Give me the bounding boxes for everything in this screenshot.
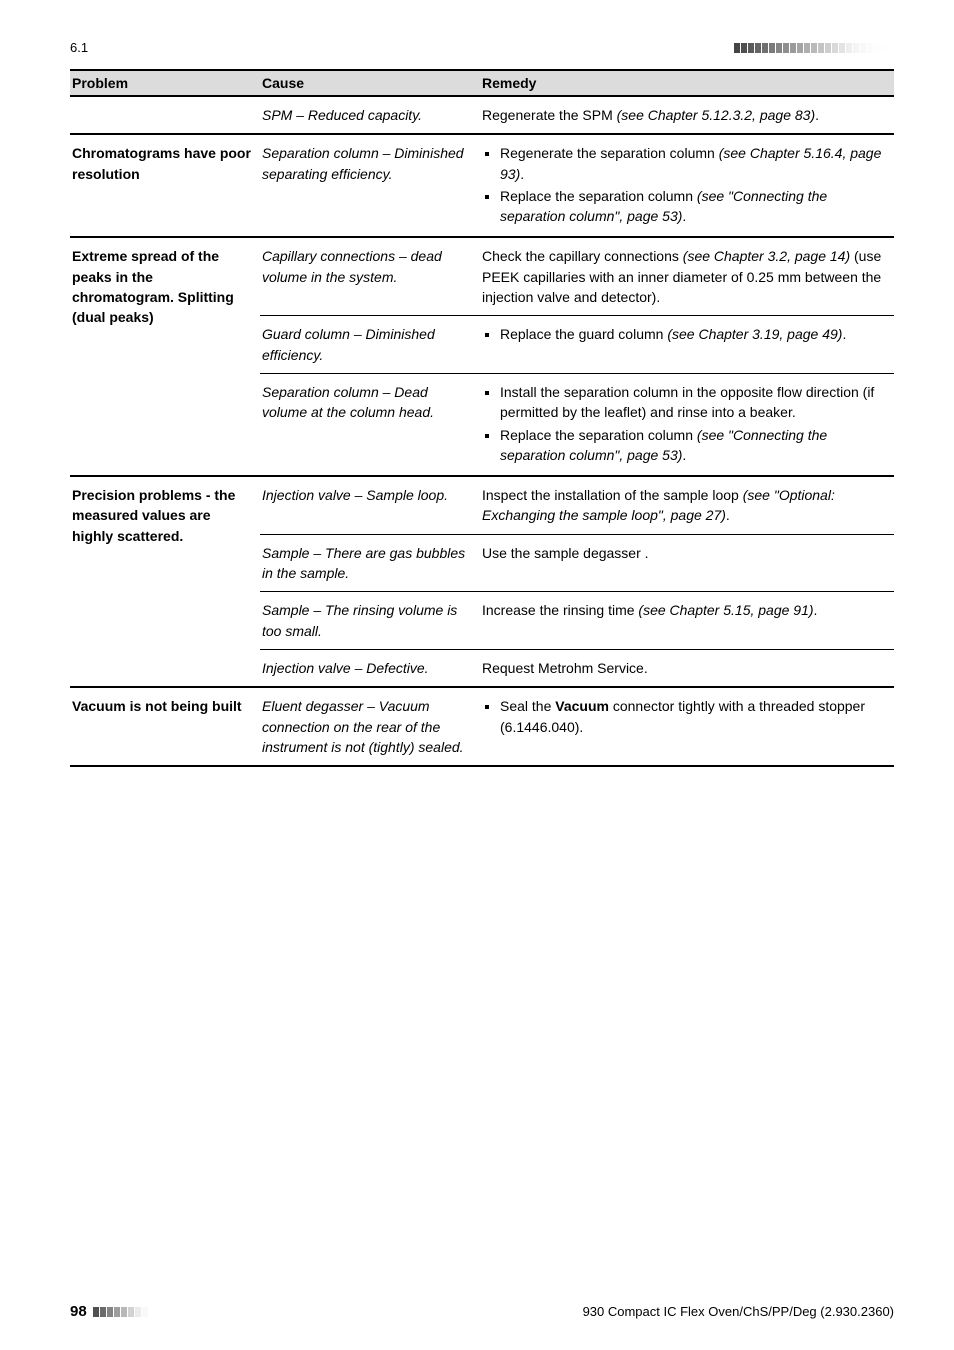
col-header-remedy: Remedy <box>480 70 894 96</box>
cause-cell: SPM – Reduced capacity. <box>260 96 480 134</box>
table-row: Chromatograms have poor resolutionSepara… <box>70 134 894 237</box>
cause-cell: Injection valve – Defective. <box>260 649 480 687</box>
remedy-list: Install the separation column in the opp… <box>482 382 886 465</box>
cause-cell: Capillary connections – dead volume in t… <box>260 237 480 315</box>
col-header-cause: Cause <box>260 70 480 96</box>
cause-cell: Sample – There are gas bubbles in the sa… <box>260 534 480 592</box>
remedy-cell: Regenerate the SPM (see Chapter 5.12.3.2… <box>480 96 894 134</box>
footer-decoration <box>93 1307 148 1317</box>
remedy-cell: Replace the guard column (see Chapter 3.… <box>480 316 894 374</box>
page-footer: 98 930 Compact IC Flex Oven/ChS/PP/Deg (… <box>70 1283 894 1320</box>
remedy-list: Replace the guard column (see Chapter 3.… <box>482 324 886 344</box>
header-decoration <box>734 43 894 53</box>
problem-cell: Chromatograms have poor resolution <box>70 134 260 237</box>
cause-cell: Separation column – Dead volume at the c… <box>260 373 480 476</box>
table-row: Vacuum is not being builtEluent degasser… <box>70 687 894 766</box>
remedy-cell: Install the separation column in the opp… <box>480 373 894 476</box>
remedy-item: Install the separation column in the opp… <box>500 382 886 423</box>
cause-cell: Separation column – Diminished separatin… <box>260 134 480 237</box>
page-number: 98 <box>70 1303 87 1320</box>
table-row: Precision problems - the measured values… <box>70 476 894 534</box>
remedy-cell: Seal the Vacuum connector tightly with a… <box>480 687 894 766</box>
remedy-cell: Request Metrohm Service. <box>480 649 894 687</box>
section-number: 6.1 <box>70 40 88 55</box>
cause-cell: Sample – The rinsing volume is too small… <box>260 592 480 650</box>
problem-cell: Extreme spread of the peaks in the chrom… <box>70 237 260 476</box>
remedy-item: Replace the guard column (see Chapter 3.… <box>500 324 886 344</box>
remedy-cell: Inspect the installation of the sample l… <box>480 476 894 534</box>
cause-cell: Guard column – Diminished efficiency. <box>260 316 480 374</box>
remedy-item: Regenerate the separation column (see Ch… <box>500 143 886 184</box>
table-row: Extreme spread of the peaks in the chrom… <box>70 237 894 315</box>
remedy-cell: Regenerate the separation column (see Ch… <box>480 134 894 237</box>
problem-cell: Precision problems - the measured values… <box>70 476 260 687</box>
remedy-list: Regenerate the separation column (see Ch… <box>482 143 886 226</box>
remedy-cell: Increase the rinsing time (see Chapter 5… <box>480 592 894 650</box>
troubleshooting-table: Problem Cause Remedy SPM – Reduced capac… <box>70 69 894 767</box>
remedy-list: Seal the Vacuum connector tightly with a… <box>482 696 886 737</box>
cause-cell: Injection valve – Sample loop. <box>260 476 480 534</box>
footer-right-text: 930 Compact IC Flex Oven/ChS/PP/Deg (2.9… <box>583 1304 894 1319</box>
col-header-problem: Problem <box>70 70 260 96</box>
remedy-cell: Check the capillary connections (see Cha… <box>480 237 894 315</box>
cause-cell: Eluent degasser – Vacuum connection on t… <box>260 687 480 766</box>
problem-cell <box>70 96 260 134</box>
table-row: SPM – Reduced capacity.Regenerate the SP… <box>70 96 894 134</box>
problem-cell: Vacuum is not being built <box>70 687 260 766</box>
remedy-item: Replace the separation column (see "Conn… <box>500 186 886 227</box>
remedy-cell: Use the sample degasser . <box>480 534 894 592</box>
remedy-item: Replace the separation column (see "Conn… <box>500 425 886 466</box>
page-header: 6.1 <box>70 40 894 55</box>
remedy-item: Seal the Vacuum connector tightly with a… <box>500 696 886 737</box>
